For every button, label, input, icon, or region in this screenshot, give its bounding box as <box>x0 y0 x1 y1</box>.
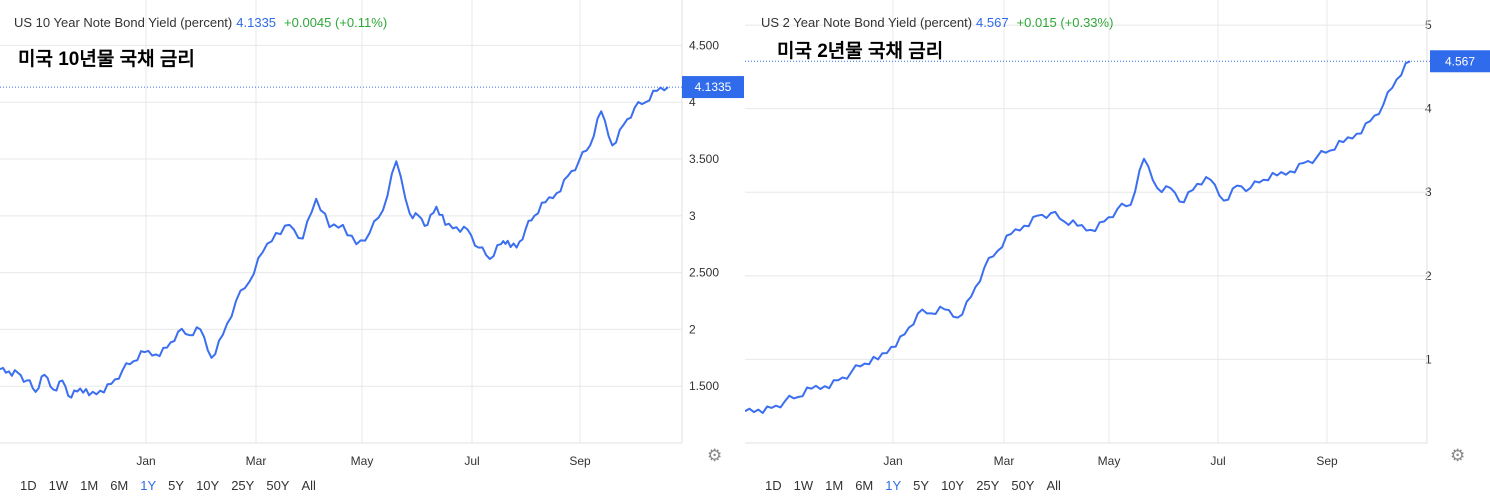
overlay-label: 미국 10년물 국채 금리 <box>18 49 195 70</box>
price-change: +0.015 (+0.33%) <box>1016 15 1114 30</box>
y-tick-label: 2.500 <box>689 266 719 280</box>
range-selector: 1D 1W 1M 6M 1Y 5Y 10Y 25Y 50Y All <box>765 478 1073 493</box>
chart-panel-10y: 1.500 2 2.500 3 3.500 4 4.500 Jan Mar May Jul Sep 4.… <box>0 0 745 500</box>
chart-header: US 2 Year Note Bond Yield (percent) 4.567… <box>761 15 1113 30</box>
range-button-6m[interactable]: 6M <box>110 478 129 493</box>
x-tick-label: Sep <box>1316 454 1338 468</box>
y-tick-label: 1 <box>1425 352 1432 366</box>
overlay-label: 미국 2년물 국채 금리 <box>777 41 944 62</box>
y-tick-label: 3.500 <box>689 152 719 166</box>
x-tick-label: Mar <box>994 454 1015 468</box>
range-button-1y[interactable]: 1Y <box>885 478 902 493</box>
range-button-1m[interactable]: 1M <box>825 478 844 493</box>
range-button-10y[interactable]: 10Y <box>196 478 220 493</box>
y-tick-label: 3 <box>1425 185 1432 199</box>
range-button-25y[interactable]: 25Y <box>976 478 1000 493</box>
range-selector: 1D 1W 1M 6M 1Y 5Y 10Y 25Y 50Y All <box>20 478 328 493</box>
range-button-1d[interactable]: 1D <box>20 478 37 493</box>
y-tick-label: 2 <box>1425 269 1432 283</box>
y-tick-label: 4 <box>1425 102 1432 116</box>
x-tick-label: May <box>1098 454 1121 468</box>
last-value-badge <box>1430 50 1490 73</box>
x-tick-label: May <box>351 454 374 468</box>
chart-header: US 10 Year Note Bond Yield (percent) 4.13… <box>14 15 387 30</box>
range-button-1d[interactable]: 1D <box>765 478 782 493</box>
range-button-all[interactable]: All <box>1046 478 1061 493</box>
current-price: 4.1335 <box>236 15 277 30</box>
current-price: 4.567 <box>976 15 1009 30</box>
chart-title: US 2 Year Note Bond Yield (percent) <box>761 15 973 30</box>
x-tick-label: Sep <box>569 454 591 468</box>
range-button-50y[interactable]: 50Y <box>1011 478 1035 493</box>
y-tick-label: 1.500 <box>689 379 719 393</box>
gear-icon[interactable]: ⚙ <box>1450 446 1466 465</box>
chart-canvas-2y[interactable]: 1 2 3 4 5 Jan Mar May Jul Sep 4.567 <box>745 0 1490 500</box>
x-tick-label: Mar <box>246 454 267 468</box>
range-button-6m[interactable]: 6M <box>855 478 874 493</box>
chart-panel-2y: 1 2 3 4 5 Jan Mar May Jul Sep 4.567 US 2 Year Note… <box>745 0 1490 500</box>
chart-canvas-10y[interactable]: 1.500 2 2.500 3 3.500 4 4.500 Jan Mar May Jul Sep 4.… <box>0 0 745 500</box>
x-tick-label: Jan <box>136 454 155 468</box>
chart-title: US 10 Year Note Bond Yield (percent) <box>14 15 233 30</box>
range-button-5y[interactable]: 5Y <box>168 478 185 493</box>
last-value-badge-text: 4.567 <box>1445 54 1475 68</box>
range-button-1y[interactable]: 1Y <box>140 478 157 493</box>
range-button-1m[interactable]: 1M <box>80 478 99 493</box>
series-line <box>745 60 1411 414</box>
gear-icon[interactable]: ⚙ <box>707 446 723 465</box>
y-tick-label: 3 <box>689 209 696 223</box>
y-tick-label: 4.500 <box>689 38 719 52</box>
price-change: +0.0045 (+0.11%) <box>284 15 388 30</box>
last-value-badge <box>682 76 744 99</box>
range-button-1w[interactable]: 1W <box>48 478 69 493</box>
y-tick-label: 5 <box>1425 18 1432 32</box>
range-button-1w[interactable]: 1W <box>793 478 814 493</box>
range-button-5y[interactable]: 5Y <box>913 478 930 493</box>
y-tick-label: 2 <box>689 322 696 336</box>
range-button-10y[interactable]: 10Y <box>941 478 965 493</box>
last-value-badge-text: 4.1335 <box>695 80 732 94</box>
x-tick-label: Jul <box>1210 454 1225 468</box>
x-tick-label: Jan <box>883 454 902 468</box>
series-line <box>0 86 669 399</box>
range-button-all[interactable]: All <box>301 478 316 493</box>
range-button-50y[interactable]: 50Y <box>266 478 290 493</box>
range-button-25y[interactable]: 25Y <box>231 478 255 493</box>
y-tick-label: 4 <box>689 95 696 109</box>
x-tick-label: Jul <box>464 454 479 468</box>
